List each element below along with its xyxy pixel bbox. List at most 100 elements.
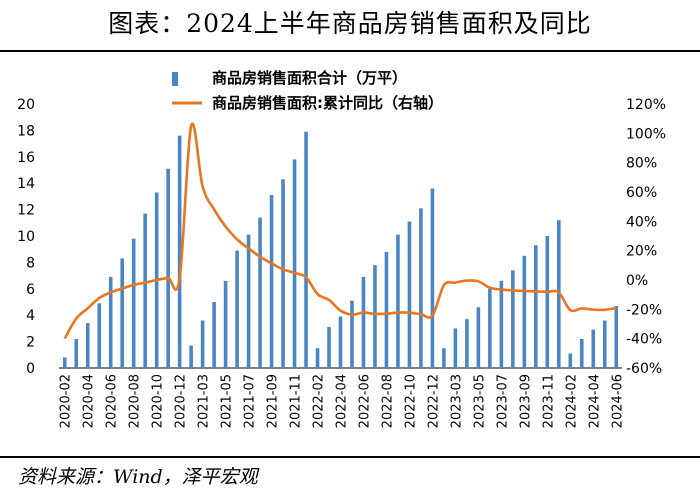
x-tick-label: 2022-12 [426, 374, 441, 428]
bar [246, 234, 251, 368]
bar [419, 208, 423, 368]
yoy-line [63, 122, 617, 340]
x-tick-label: 2021-05 [220, 374, 235, 428]
legend-bar-swatch [172, 72, 178, 86]
bar [568, 353, 573, 368]
x-tick-label: 2023-07 [495, 374, 510, 428]
bar [315, 348, 320, 368]
chart-area: 商品房销售面积合计（万平） 商品房销售面积:累计同比（右轴） 0 2 4 6 8 10 12… [17, 69, 666, 428]
top-rule [0, 50, 700, 52]
bar [258, 217, 262, 368]
y-right-tick-label: -60% [626, 361, 662, 377]
y-right-tick-label: 20% [626, 244, 657, 260]
y-left-tick-label: 18 [17, 123, 35, 139]
bar [396, 234, 400, 368]
bar [338, 316, 343, 368]
x-tick-label: 2021-11 [289, 374, 304, 428]
x-tick-label: 2024-06 [610, 374, 625, 428]
bar [488, 288, 492, 368]
y-left-tick-label: 16 [17, 150, 35, 166]
bar [545, 236, 550, 368]
bar [212, 302, 216, 368]
bar [189, 345, 193, 368]
chart-title: 图表：2024上半年商品房销售面积及同比 [108, 9, 592, 38]
y-right-tick-label: 40% [626, 214, 657, 230]
source-note: 资料来源：Wind，泽平宏观 [18, 466, 258, 488]
bar [614, 305, 619, 368]
y-right-tick-label: -40% [626, 332, 662, 348]
bar [108, 276, 113, 368]
bar [223, 280, 228, 368]
x-tick-label: 2020-10 [151, 374, 166, 428]
bar [281, 179, 285, 368]
bar [465, 319, 469, 368]
x-tick-label: 2024-04 [587, 374, 602, 428]
y-right-tick-label: 0% [626, 273, 648, 289]
bar [373, 265, 377, 368]
bar [143, 213, 147, 368]
bar [522, 255, 527, 368]
bottom-rule [0, 456, 700, 458]
y-right-tick-label: -20% [626, 302, 662, 318]
x-tick-label: 2023-11 [541, 374, 556, 428]
bar [120, 258, 124, 368]
y-left-tick-label: 8 [26, 255, 35, 271]
bar [269, 195, 274, 368]
x-tick-label: 2023-09 [518, 374, 533, 428]
x-tick-label: 2022-10 [403, 374, 418, 428]
legend: 商品房销售面积合计（万平） 商品房销售面积:累计同比（右轴） [172, 69, 443, 112]
y-left-tick-label: 20 [17, 97, 35, 113]
x-tick-label: 2022-06 [357, 374, 372, 428]
legend-line-label: 商品房销售面积:累计同比（右轴） [212, 94, 443, 112]
bar [62, 357, 67, 368]
x-tick-label: 2021-07 [243, 374, 258, 428]
x-tick-label: 2020-12 [174, 374, 189, 428]
bar [453, 328, 458, 368]
bar-series [62, 131, 619, 368]
bar [350, 300, 354, 368]
bar [166, 168, 170, 368]
bar [327, 327, 331, 368]
x-tick-label: 2022-02 [312, 374, 327, 428]
x-tick-label: 2020-06 [105, 374, 120, 428]
bar [361, 276, 366, 368]
bar [476, 307, 481, 368]
bar [442, 348, 446, 368]
bar [235, 250, 239, 368]
bar [430, 188, 435, 368]
bar [384, 251, 389, 368]
x-tick-label: 2023-03 [449, 374, 464, 428]
y-left-tick-label: 2 [26, 335, 35, 351]
y-right-tick-label: 80% [626, 156, 657, 172]
bar [534, 245, 538, 368]
y-left-tick-label: 6 [26, 282, 35, 298]
bar [591, 329, 596, 368]
x-tick-label: 2020-02 [59, 374, 74, 428]
bar [579, 338, 584, 368]
bar [200, 320, 205, 368]
bar [511, 270, 515, 368]
x-tick-label: 2020-04 [82, 374, 97, 428]
x-tick-label: 2020-08 [128, 374, 143, 428]
y-left-tick-label: 12 [17, 203, 35, 219]
x-tick-label: 2024-02 [564, 374, 579, 428]
bar [97, 303, 102, 368]
x-tick-label: 2022-08 [380, 374, 395, 428]
x-tick-label: 2023-05 [472, 374, 487, 428]
bar [304, 131, 308, 368]
y-left-tick-label: 4 [26, 308, 35, 324]
y-right-tick-label: 60% [626, 185, 657, 201]
y-left-tick-label: 14 [17, 176, 35, 192]
bar [74, 338, 79, 368]
bar [407, 221, 412, 368]
x-tick-label: 2021-03 [197, 374, 212, 428]
bar [602, 320, 607, 368]
bar [177, 135, 182, 368]
bar [85, 323, 90, 368]
x-tick-label: 2022-04 [335, 374, 350, 428]
x-tick-label: 2021-09 [266, 374, 281, 428]
axes: 0 2 4 6 8 10 12 14 16 18 20 -60% -40% -20% 0% 20% 40% 60%… [17, 97, 666, 377]
x-axis-labels: 2020-02 2020-04 2020-06 2020-08 2020-10 2020-… [59, 374, 626, 428]
y-left-tick-label: 10 [17, 229, 35, 245]
y-right-tick-label: 100% [626, 126, 666, 142]
